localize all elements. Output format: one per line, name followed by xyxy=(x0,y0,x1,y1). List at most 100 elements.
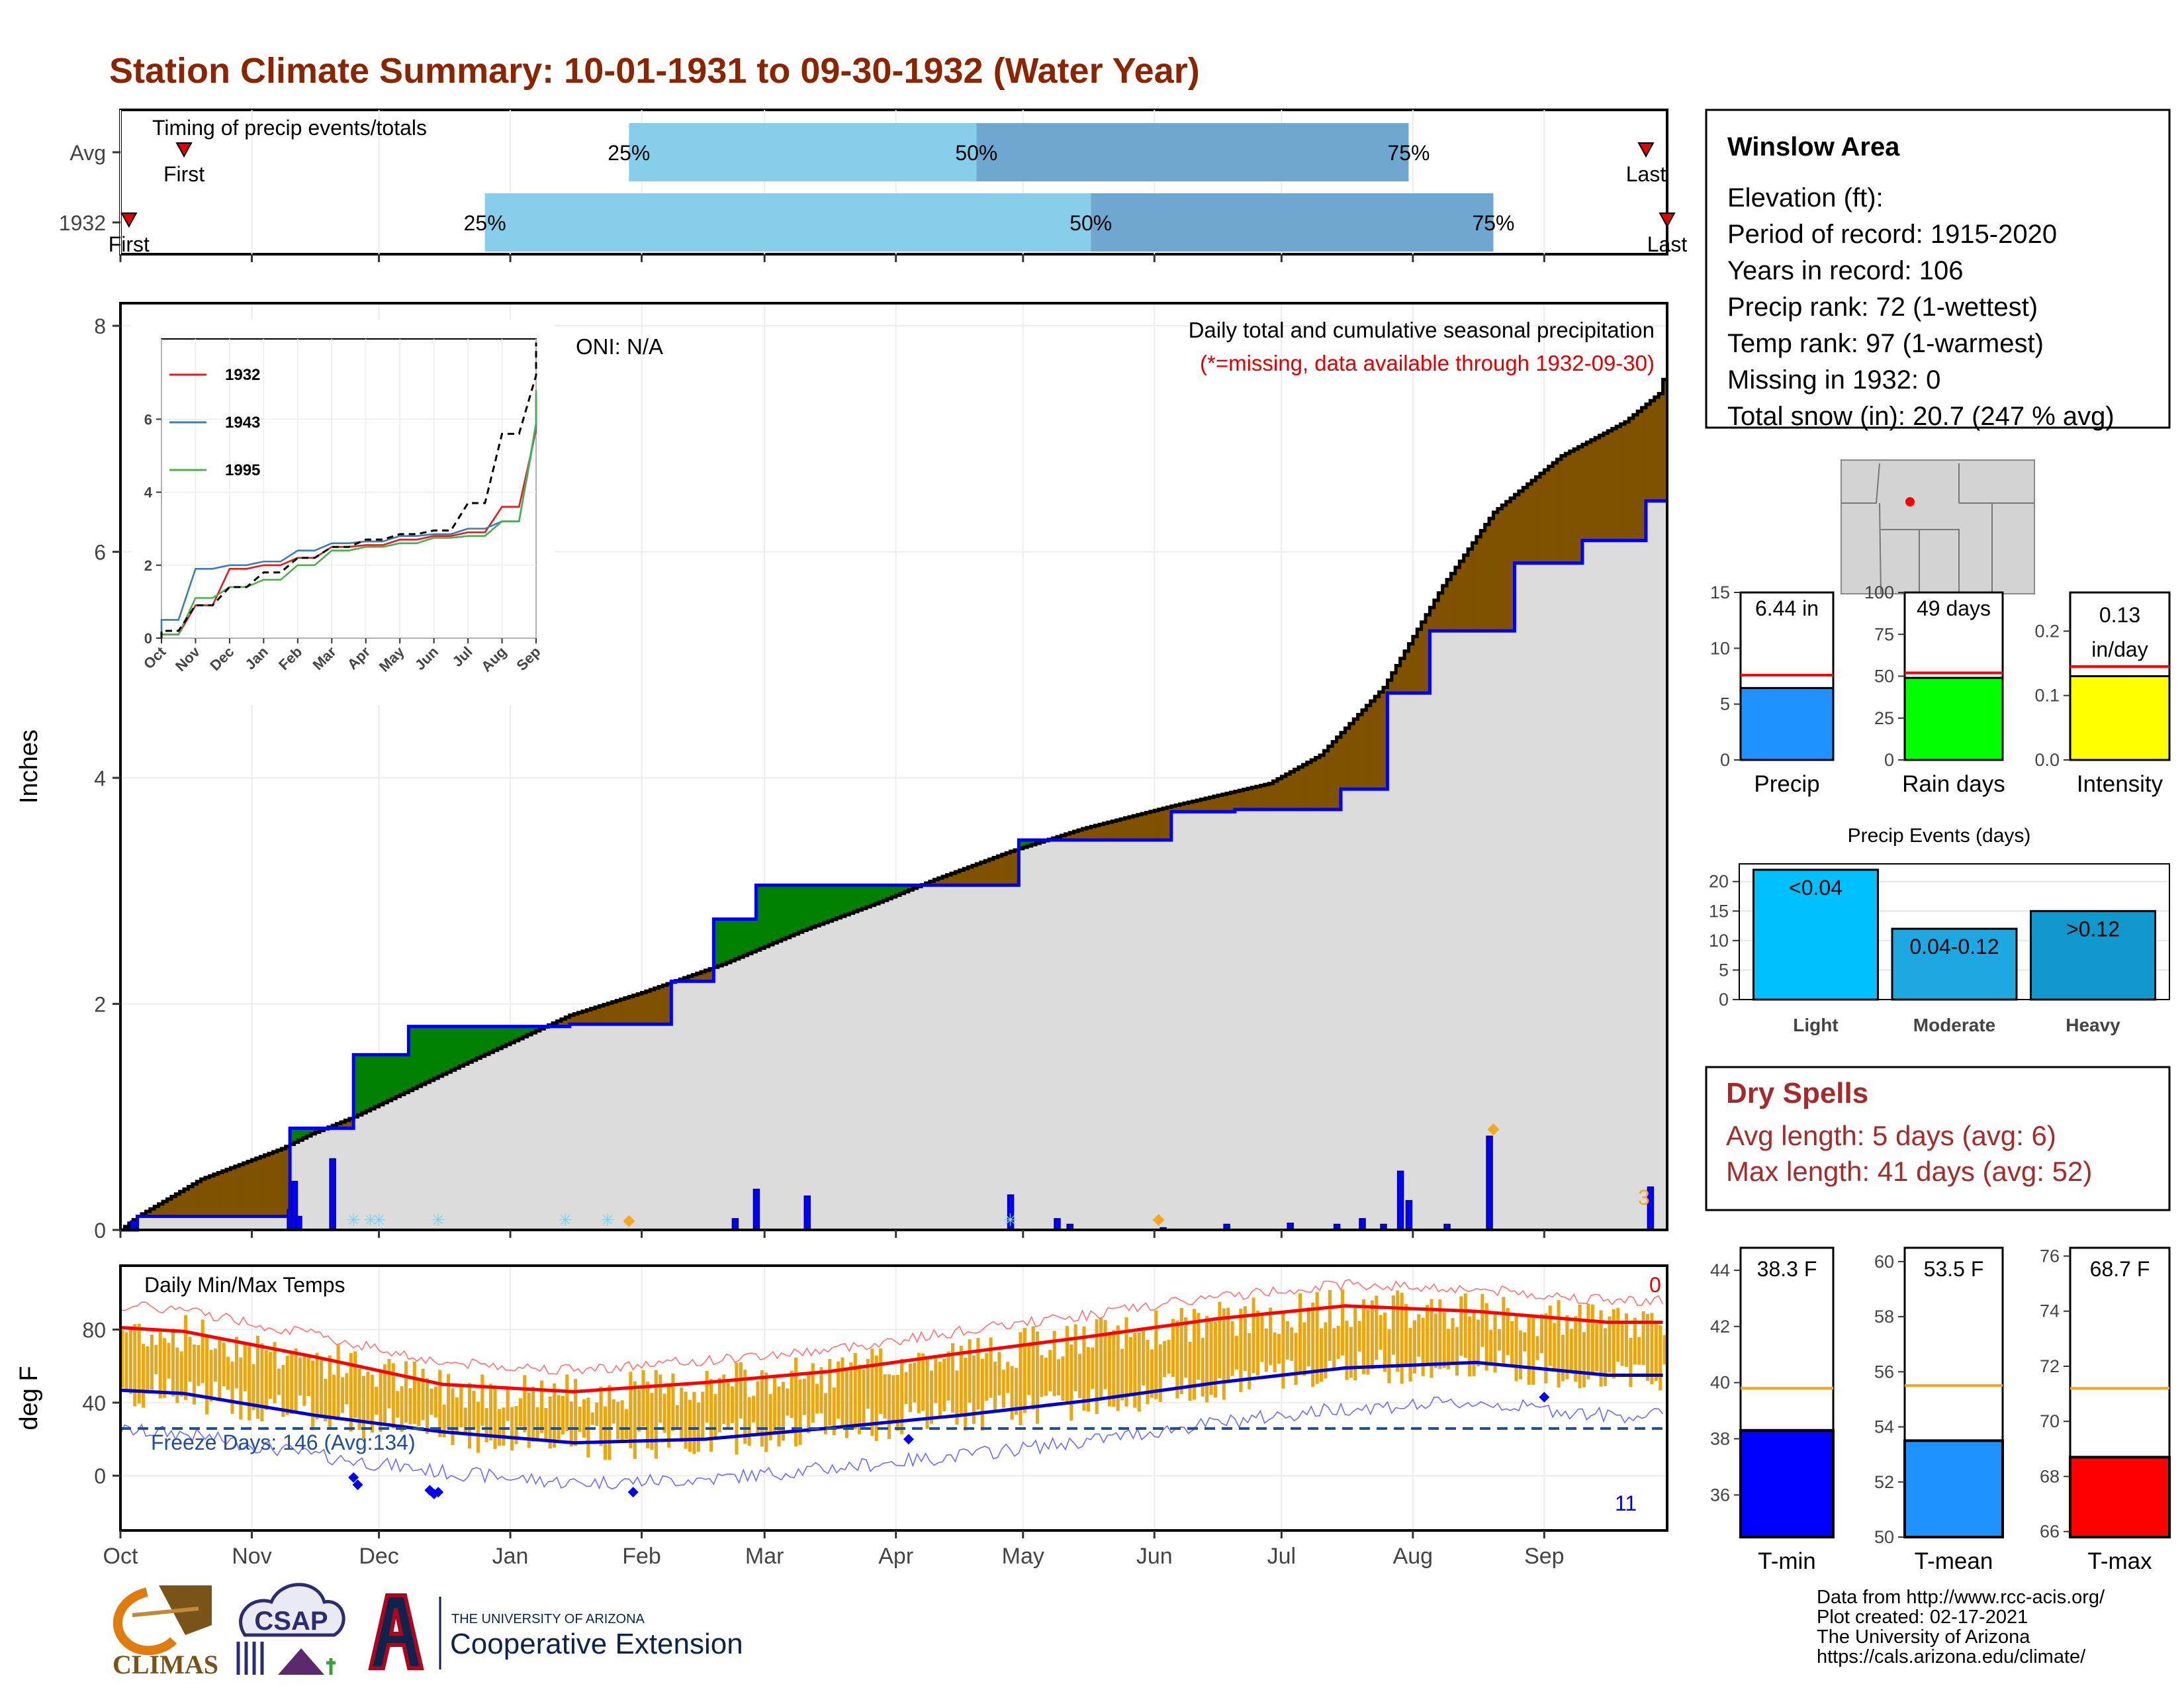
timing-q50-label: 50% xyxy=(1069,211,1112,235)
timing-title: Timing of precip events/totals xyxy=(152,116,427,140)
main-y-tick: 0 xyxy=(94,1219,106,1243)
main-x-ticks xyxy=(119,1230,1545,1238)
summary-bar-tick: 5 xyxy=(1720,694,1730,714)
snow-marker: ✳ xyxy=(346,1210,361,1230)
events-y-tick: 20 xyxy=(1709,872,1729,892)
snow-marker: ✳ xyxy=(363,1210,378,1230)
surplus-deficit-fills xyxy=(124,379,1668,1230)
daily-precip-bar xyxy=(130,1220,137,1231)
events-bar-label: >0.12 xyxy=(2066,917,2120,941)
summary-bar-value-label: 0.13 xyxy=(2099,603,2140,627)
summary-bar-value xyxy=(1903,677,2004,761)
record-high-line xyxy=(120,1279,1664,1375)
temp-summary-tick: 74 xyxy=(2040,1301,2060,1321)
inset-y-tick: 4 xyxy=(144,485,153,501)
temp-y-axis: 0 40 80 xyxy=(82,1319,120,1488)
summary-bar-tick: 15 xyxy=(1710,583,1730,602)
record-low-marker xyxy=(627,1487,639,1498)
dry-spells-max: Max length: 41 days (avg: 52) xyxy=(1726,1156,2092,1187)
station-detail-line: Years in record: 106 xyxy=(1727,256,1964,285)
summary-bar-tick: 10 xyxy=(1710,638,1730,658)
inset-y-tick: 6 xyxy=(144,411,152,428)
daily-precip-bar xyxy=(1486,1135,1493,1231)
footer-credits: Data from http://www.rcc-acis.org/Plot c… xyxy=(1817,1587,2105,1667)
month-tick: Nov xyxy=(232,1544,271,1569)
footer-line: Data from http://www.rcc-acis.org/ xyxy=(1817,1587,2105,1608)
summary-bar-label: Intensity xyxy=(2077,771,2163,797)
timing-bar-q25-q50 xyxy=(484,193,1091,252)
precip-note-title: Daily total and cumulative seasonal prec… xyxy=(1189,318,1655,342)
footer-text: Data from http://www.rcc-acis.org/Plot c… xyxy=(1817,1587,2105,1667)
month-tick: May xyxy=(1002,1544,1044,1569)
events-bars: 0 5 10 15 20 <0.04 Light 0.04-0.12 Moderate >0.12… xyxy=(1709,863,2170,1035)
events-bar-heavy xyxy=(2030,910,2156,1001)
station-details: Elevation (ft): Period of record: 1915-20… xyxy=(1727,183,2115,431)
temp-summary-value: 68.7 F xyxy=(2090,1257,2150,1281)
summary-bar-tick: 100 xyxy=(1864,583,1894,602)
summary-bar-tick: 0.0 xyxy=(2034,750,2060,770)
temp-summary-tick: 56 xyxy=(1874,1362,1894,1382)
temp-summary-label: T-max xyxy=(2087,1548,2152,1574)
daily-precip-bar xyxy=(295,1215,302,1231)
freeze-days-label: Freeze Days: 146 (Avg:134) xyxy=(151,1430,416,1454)
timing-q50-label: 50% xyxy=(955,141,997,165)
average-min-temp-line xyxy=(120,1360,1663,1445)
temp-summary-tick: 70 xyxy=(2040,1411,2060,1431)
summary-bar-tick: 0 xyxy=(1884,750,1894,770)
temp-summary-tick: 40 xyxy=(1710,1373,1730,1393)
temp-y-tick: 80 xyxy=(82,1319,106,1342)
record-day-marker xyxy=(1487,1123,1500,1136)
daily-precip-bar xyxy=(1405,1199,1413,1231)
record-day-marker xyxy=(623,1215,635,1227)
inset-legend-label: 1995 xyxy=(225,461,260,479)
inset-gridlines xyxy=(161,339,537,639)
record-day-marker xyxy=(1152,1213,1165,1226)
month-tick: Oct xyxy=(103,1544,138,1569)
temp-summary-tick: 38 xyxy=(1710,1429,1730,1449)
events-bar-light xyxy=(1752,868,1879,1001)
timing-last-label: Last xyxy=(1647,232,1688,256)
inset-y-tick: 0 xyxy=(144,630,152,647)
temp-summary-t-max: 66 68 70 72 74 76 68.7 F T-max xyxy=(2040,1246,2171,1574)
summary-bar-value-unit: in/day xyxy=(2091,637,2148,661)
events-y-tick: 10 xyxy=(1709,931,1729,951)
station-detail-line: Elevation (ft): xyxy=(1727,183,1884,212)
temp-summary-tick: 36 xyxy=(1710,1485,1730,1505)
location-map xyxy=(1841,459,2035,594)
timing-last-marker xyxy=(1637,142,1655,158)
page-title: Station Climate Summary: 10-01-1931 to 0… xyxy=(109,51,1200,91)
oni-label: ONI: N/A xyxy=(576,334,663,359)
inset-series-1943 xyxy=(160,393,537,638)
timing-first-label: First xyxy=(109,232,150,256)
main-y-axis: 0 2 4 6 8 xyxy=(94,314,120,1243)
daily-precip-bar xyxy=(752,1188,760,1231)
temp-summary-tick: 54 xyxy=(1874,1417,1894,1437)
average-max-temp-line xyxy=(120,1304,1663,1393)
temperature-summary-bars: 36 38 40 42 44 38.3 F T-min 50 52 54 56 58 60 53.5 F T… xyxy=(1710,1246,2171,1574)
main-y-label: Inches xyxy=(15,729,43,804)
events-bar-label: <0.04 xyxy=(1789,876,1843,900)
temp-summary-label: T-mean xyxy=(1915,1548,1993,1574)
record-low-line xyxy=(120,1396,1664,1490)
events-category-label: Light xyxy=(1793,1015,1838,1035)
month-tick: Jul xyxy=(1267,1544,1296,1569)
temp-title: Daily Min/Max Temps xyxy=(144,1273,345,1297)
main-y-tick: 8 xyxy=(94,314,106,338)
temp-count-bottom: 11 xyxy=(1615,1491,1637,1515)
temp-x-axis: Oct Nov Dec Jan Feb Mar Apr May Jun Jul Aug Sep xyxy=(103,1530,1565,1569)
main-y-tick: 2 xyxy=(94,993,106,1017)
station-name: Winslow Area xyxy=(1727,132,1900,162)
summary-bar-label: Precip xyxy=(1754,771,1819,797)
snow-marker: ✳ xyxy=(372,1210,387,1230)
station-detail-line: Total snow (in): 20.7 (247 % avg) xyxy=(1727,402,2115,431)
station-location-marker xyxy=(1905,497,1915,506)
inset-legend: 1932 1943 1995 xyxy=(169,366,260,479)
timing-q75-label: 75% xyxy=(1472,211,1514,235)
summary-bar-precip: 0 5 10 15 6.44 in Precip xyxy=(1710,583,1835,797)
summary-bar-value xyxy=(2069,675,2171,761)
daily-temp-range-bars xyxy=(120,1289,1666,1460)
record-markers xyxy=(348,1391,1550,1499)
events-y-tick: 15 xyxy=(1709,901,1729,921)
university-of-arizona-logo: THE UNIVERSITY OF ARIZONA Cooperative Ex… xyxy=(363,1592,743,1671)
